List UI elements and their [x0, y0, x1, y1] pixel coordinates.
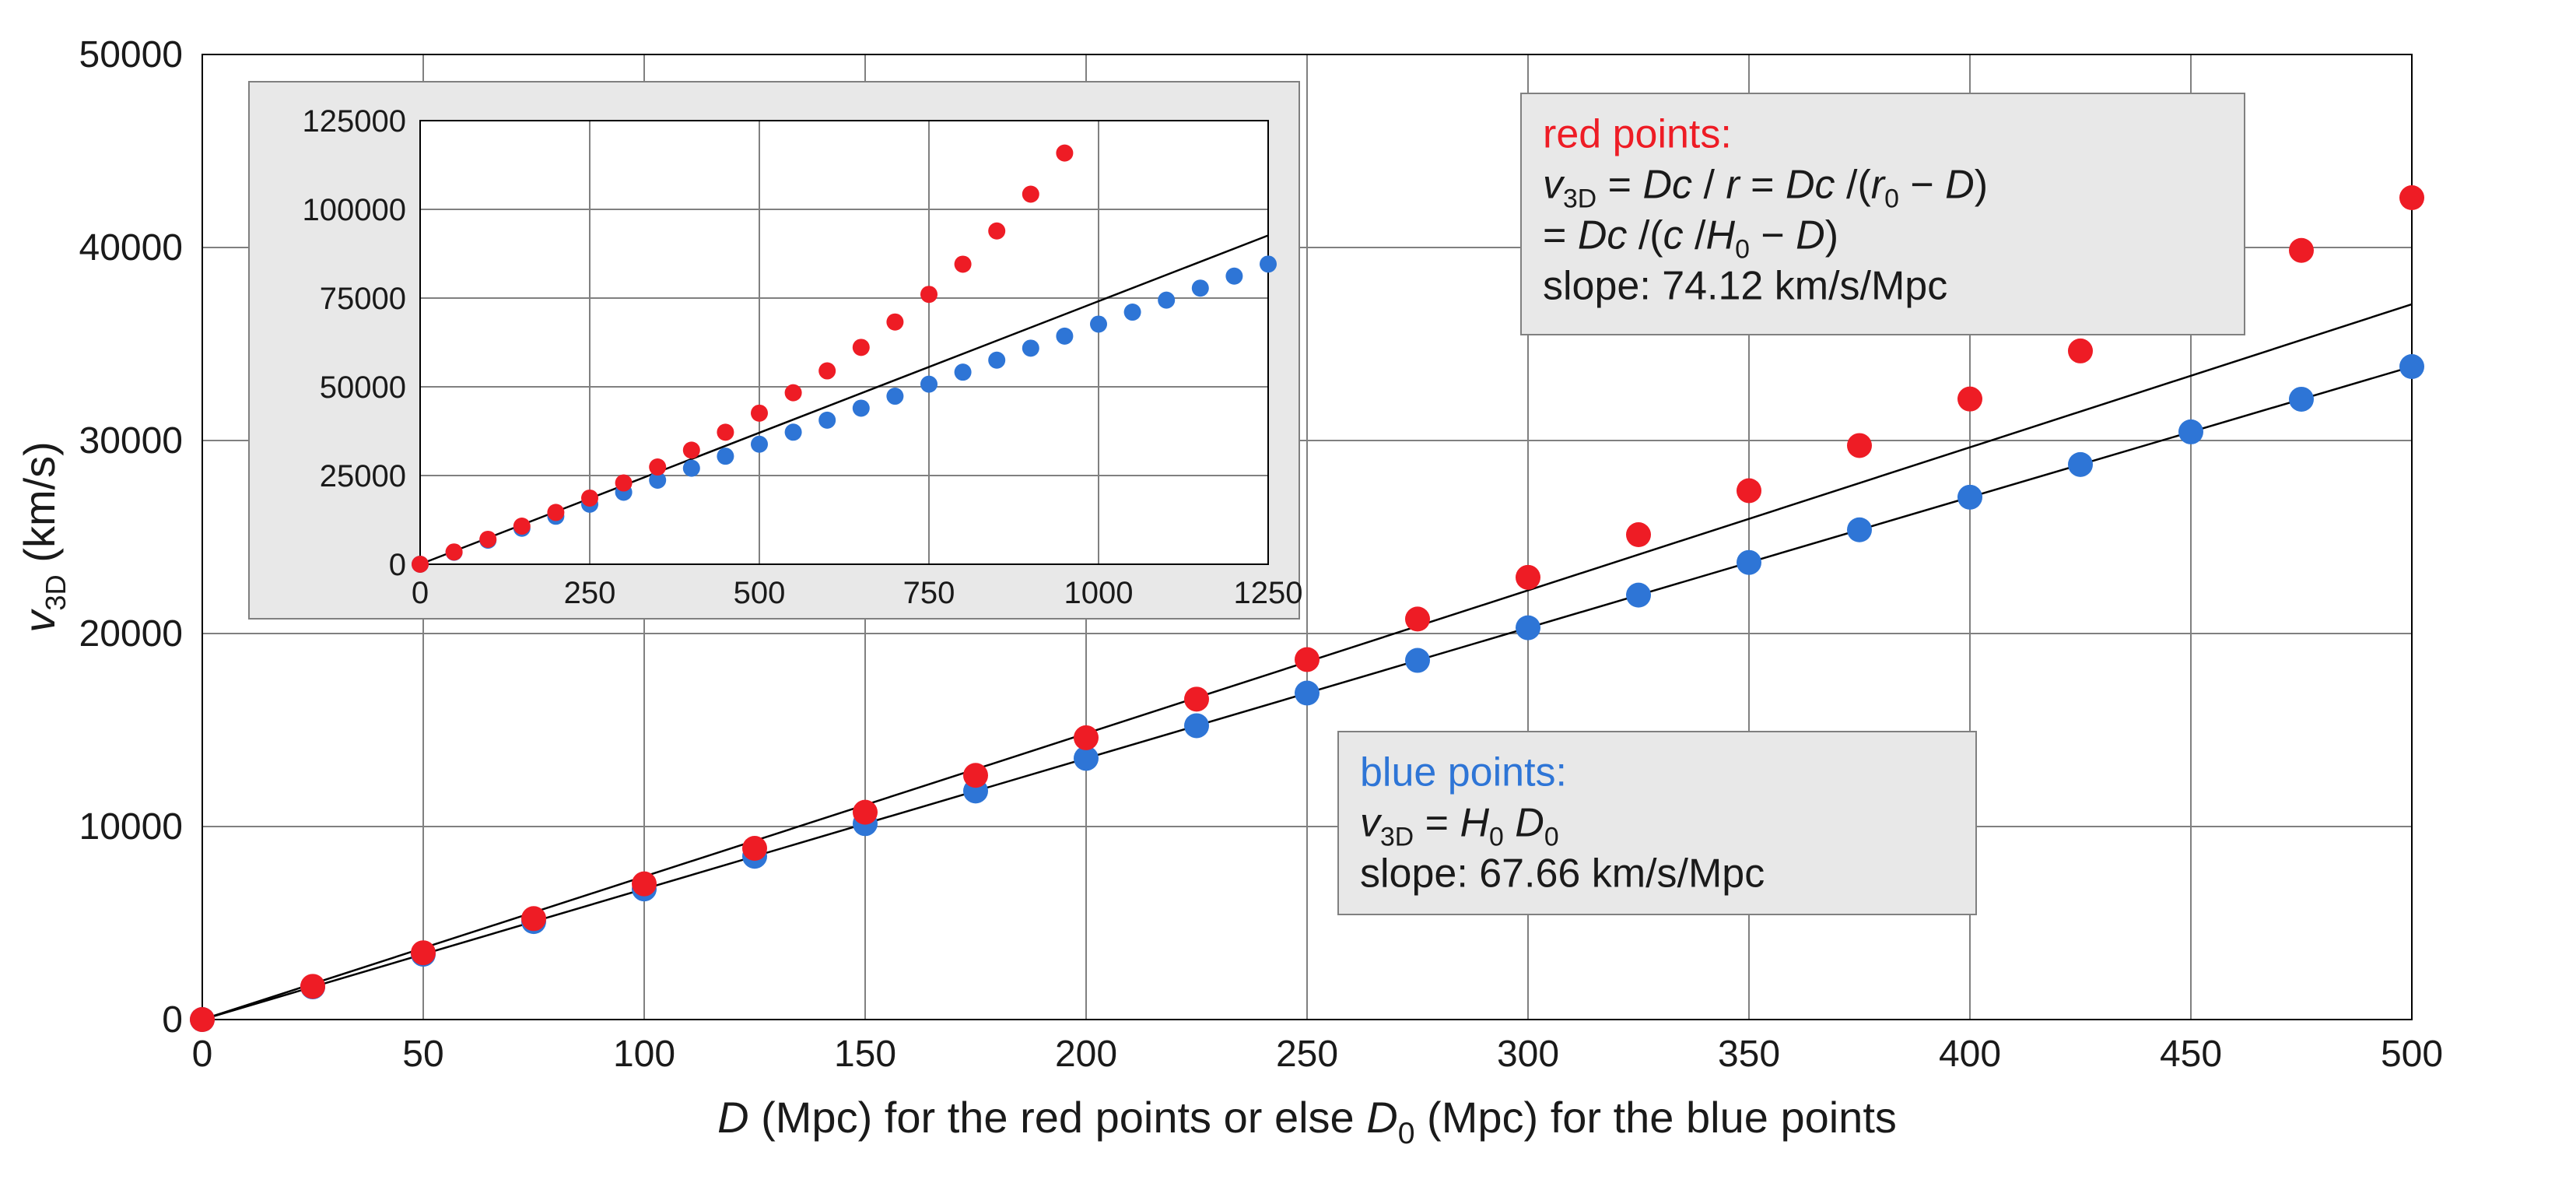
annotation-red-line: slope: 74.12 km/s/Mpc: [1543, 264, 1947, 309]
annotation-red-line: = Dc /(c /H0 − D): [1543, 213, 1838, 265]
y-tick-label: 50000: [79, 34, 183, 75]
inset-y-tick: 50000: [320, 370, 406, 405]
inset-y-tick: 125000: [303, 104, 406, 139]
x-tick-label: 350: [1718, 1034, 1780, 1075]
annotation-red-line: v3D = Dc / r = Dc /(r0 − D): [1543, 163, 1988, 214]
x-tick-label: 50: [402, 1034, 443, 1075]
y-tick-label: 40000: [79, 227, 183, 269]
x-tick-label: 150: [834, 1034, 896, 1075]
y-tick-label: 20000: [79, 613, 183, 655]
chart-svg: 0501001502002503003504004505000100002000…: [0, 0, 2576, 1197]
inset-x-tick: 0: [412, 576, 429, 610]
inset-x-tick: 750: [903, 576, 955, 610]
y-tick-label: 10000: [79, 806, 183, 848]
x-tick-label: 300: [1497, 1034, 1559, 1075]
x-tick-label: 0: [192, 1034, 213, 1075]
x-tick-label: 450: [2160, 1034, 2222, 1075]
x-tick-label: 400: [1939, 1034, 2001, 1075]
x-tick-label: 200: [1055, 1034, 1117, 1075]
x-tick-label: 100: [613, 1034, 675, 1075]
chart-container: 0501001502002503003504004505000100002000…: [0, 0, 2576, 1197]
inset-x-tick: 1250: [1234, 576, 1303, 610]
x-tick-label: 500: [2381, 1034, 2443, 1075]
inset-x-tick: 1000: [1064, 576, 1134, 610]
inset-y-tick: 0: [389, 548, 406, 582]
y-axis-title: v3D (km/s): [15, 441, 72, 633]
annotation-red-title: red points:: [1543, 112, 1732, 157]
inset-x-tick: 250: [564, 576, 616, 610]
y-tick-label: 30000: [79, 420, 183, 462]
annotation-blue-title: blue points:: [1360, 750, 1567, 795]
y-tick-label: 0: [162, 999, 183, 1041]
inset-x-tick: 500: [734, 576, 786, 610]
inset-y-tick: 25000: [320, 459, 406, 493]
inset-y-tick: 100000: [303, 193, 406, 227]
inset-y-tick: 75000: [320, 282, 406, 316]
x-axis-title: D (Mpc) for the red points or else D0 (M…: [717, 1093, 1897, 1150]
x-tick-label: 250: [1276, 1034, 1338, 1075]
annotation-blue-line: slope: 67.66 km/s/Mpc: [1360, 851, 1765, 897]
